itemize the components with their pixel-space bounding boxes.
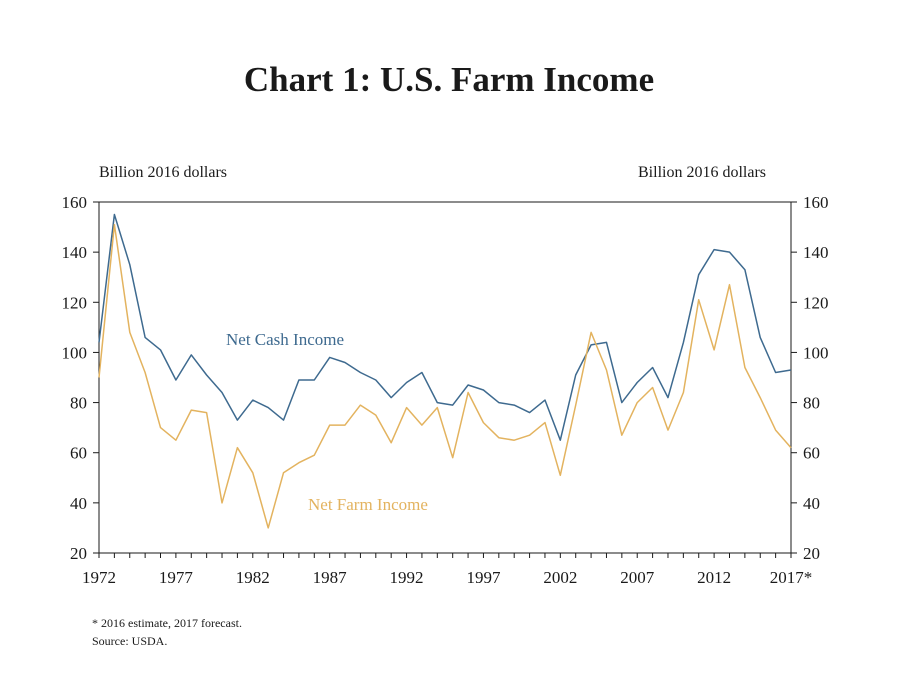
right-y-tick-label: 80 (803, 394, 820, 413)
right-y-tick-label: 40 (803, 494, 820, 513)
left-y-tick-label: 60 (70, 444, 87, 463)
right-y-tick-label: 120 (803, 293, 829, 312)
x-tick-label: 1987 (313, 568, 348, 587)
net-cash-income-label: Net Cash Income (226, 330, 344, 349)
x-tick-label: 1997 (466, 568, 501, 587)
right-y-tick-label: 60 (803, 444, 820, 463)
left-y-tick-label: 120 (62, 293, 88, 312)
x-tick-label: 2012 (697, 568, 731, 587)
net-farm-income-label: Net Farm Income (308, 495, 428, 514)
net-cash-income-line (98, 213, 792, 441)
left-axis-unit-label: Billion 2016 dollars (99, 164, 227, 181)
left-y-tick-label: 100 (62, 343, 88, 362)
chart-notes: * 2016 estimate, 2017 forecast. Source: … (92, 614, 242, 650)
chart-title: Chart 1: U.S. Farm Income (243, 60, 655, 99)
right-y-tick-label: 160 (803, 193, 829, 212)
x-tick-label: 1982 (236, 568, 270, 587)
right-y-tick-label: 20 (803, 544, 820, 563)
x-tick-label: 2017* (770, 568, 813, 587)
left-y-tick-label: 140 (62, 243, 88, 262)
x-tick-label: 1977 (159, 568, 194, 587)
left-y-tick-label: 20 (70, 544, 87, 563)
right-axis-unit-label: Billion 2016 dollars (638, 164, 766, 181)
left-y-tick-label: 80 (70, 394, 87, 413)
right-y-tick-label: 100 (803, 343, 829, 362)
x-tick-label: 1972 (82, 568, 116, 587)
net-farm-income-line (98, 223, 792, 529)
left-y-tick-label: 40 (70, 494, 87, 513)
x-tick-label: 1992 (390, 568, 424, 587)
footnote: * 2016 estimate, 2017 forecast. (92, 616, 242, 630)
x-tick-label: 2002 (543, 568, 577, 587)
right-y-tick-label: 140 (803, 243, 829, 262)
source-note: Source: USDA. (92, 634, 168, 648)
left-y-tick-label: 160 (62, 193, 88, 212)
x-tick-label: 2007 (620, 568, 655, 587)
